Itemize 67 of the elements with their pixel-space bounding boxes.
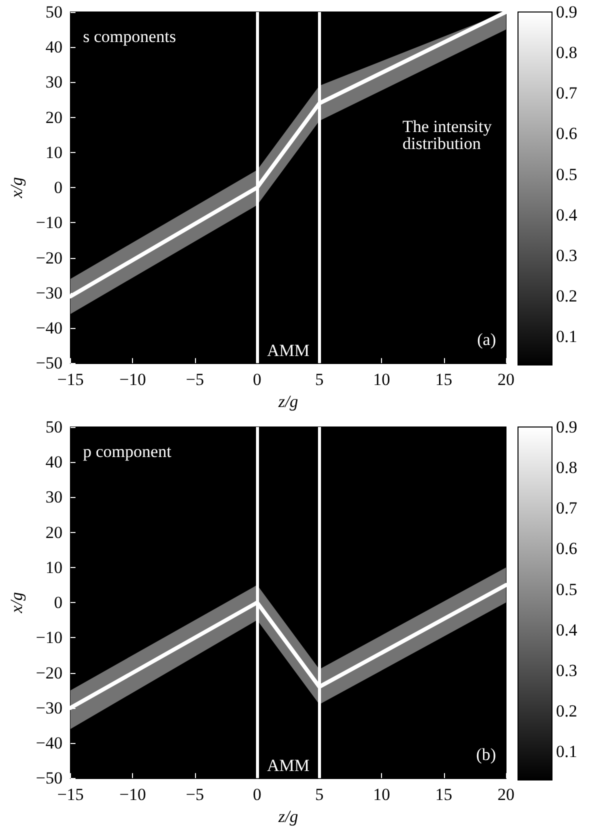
x-tick-label: 0 [252, 785, 262, 804]
annotation: p component [83, 442, 172, 461]
y-tick-label: 0 [54, 178, 62, 198]
color-bar-label: 0.2 [556, 702, 578, 721]
color-bar-label: 0.6 [556, 539, 578, 558]
color-bar-label: 0.3 [556, 246, 578, 265]
x-tick-label: −15 [57, 785, 84, 804]
y-tick-label: 30 [45, 72, 62, 92]
color-bar-label: 0.1 [556, 742, 578, 762]
y-tick-label: 40 [45, 38, 62, 57]
x-tick-label: 20 [498, 785, 514, 804]
band-label: AMM [266, 756, 310, 776]
y-tick-label: −10 [36, 213, 62, 232]
x-axis-title: z/g [277, 392, 298, 411]
x-tick-label: 0 [252, 370, 262, 390]
annotation: (b) [476, 745, 496, 764]
color-bar-label: 0.8 [556, 458, 578, 478]
band-label: AMM [266, 341, 310, 360]
y-tick-label: 0 [54, 593, 62, 612]
color-bar-label: 0.9 [556, 2, 578, 22]
x-tick-label: 15 [435, 785, 452, 804]
annotation: The intensity distribution [402, 116, 496, 153]
color-bar-label: 0.3 [556, 660, 578, 680]
x-tick-label: 20 [498, 370, 514, 390]
x-tick-label: −5 [186, 370, 204, 390]
x-tick-label: 5 [315, 785, 324, 804]
y-tick-label: 20 [45, 108, 62, 127]
x-tick-label: −15 [57, 370, 84, 390]
color-bar-label: 0.4 [556, 205, 578, 224]
x-tick-label: 5 [315, 370, 324, 390]
x-tick-label: 15 [435, 370, 452, 390]
y-tick-label: 50 [45, 418, 62, 436]
x-tick-label: −5 [186, 785, 204, 804]
color-bar-label: 0.7 [556, 84, 578, 103]
y-tick-label: 10 [45, 558, 62, 577]
y-tick-label: −30 [36, 698, 62, 718]
y-tick-label: −20 [36, 248, 62, 268]
color-bar-label: 0.8 [556, 43, 578, 62]
color-bar-label: 0.1 [556, 327, 578, 346]
y-axis-title: x/g [7, 177, 26, 199]
y-tick-label: 40 [45, 452, 62, 472]
y-axis-title: x/g [7, 592, 26, 614]
x-tick-label: 10 [373, 370, 390, 390]
annotation: (a) [477, 330, 496, 349]
y-tick-label: 10 [45, 142, 62, 162]
y-tick-label: −50 [36, 768, 62, 788]
color-bar-label: 0.2 [556, 286, 578, 306]
y-tick-label: −40 [36, 733, 62, 752]
color-bar-label: 0.6 [556, 124, 578, 144]
y-tick-label: 30 [45, 488, 62, 507]
y-tick-label: −50 [36, 354, 62, 373]
color-bar-label: 0.7 [556, 498, 578, 518]
y-tick-label: 20 [45, 522, 62, 542]
y-tick-label: −20 [36, 663, 62, 682]
color-bar-label: 0.5 [556, 580, 578, 599]
annotation: s components [83, 27, 176, 46]
y-tick-label: −40 [36, 318, 62, 338]
x-tick-label: −10 [119, 785, 146, 804]
x-tick-label: −10 [119, 370, 146, 390]
y-tick-label: 50 [45, 2, 62, 22]
color-bar-label: 0.9 [556, 418, 578, 436]
y-tick-label: −10 [36, 628, 62, 648]
y-tick-label: −30 [36, 283, 62, 302]
color-bar-label: 0.4 [556, 620, 578, 640]
x-axis-title: z/g [277, 807, 298, 826]
color-bar-label: 0.5 [556, 164, 578, 184]
x-tick-label: 10 [373, 785, 390, 804]
